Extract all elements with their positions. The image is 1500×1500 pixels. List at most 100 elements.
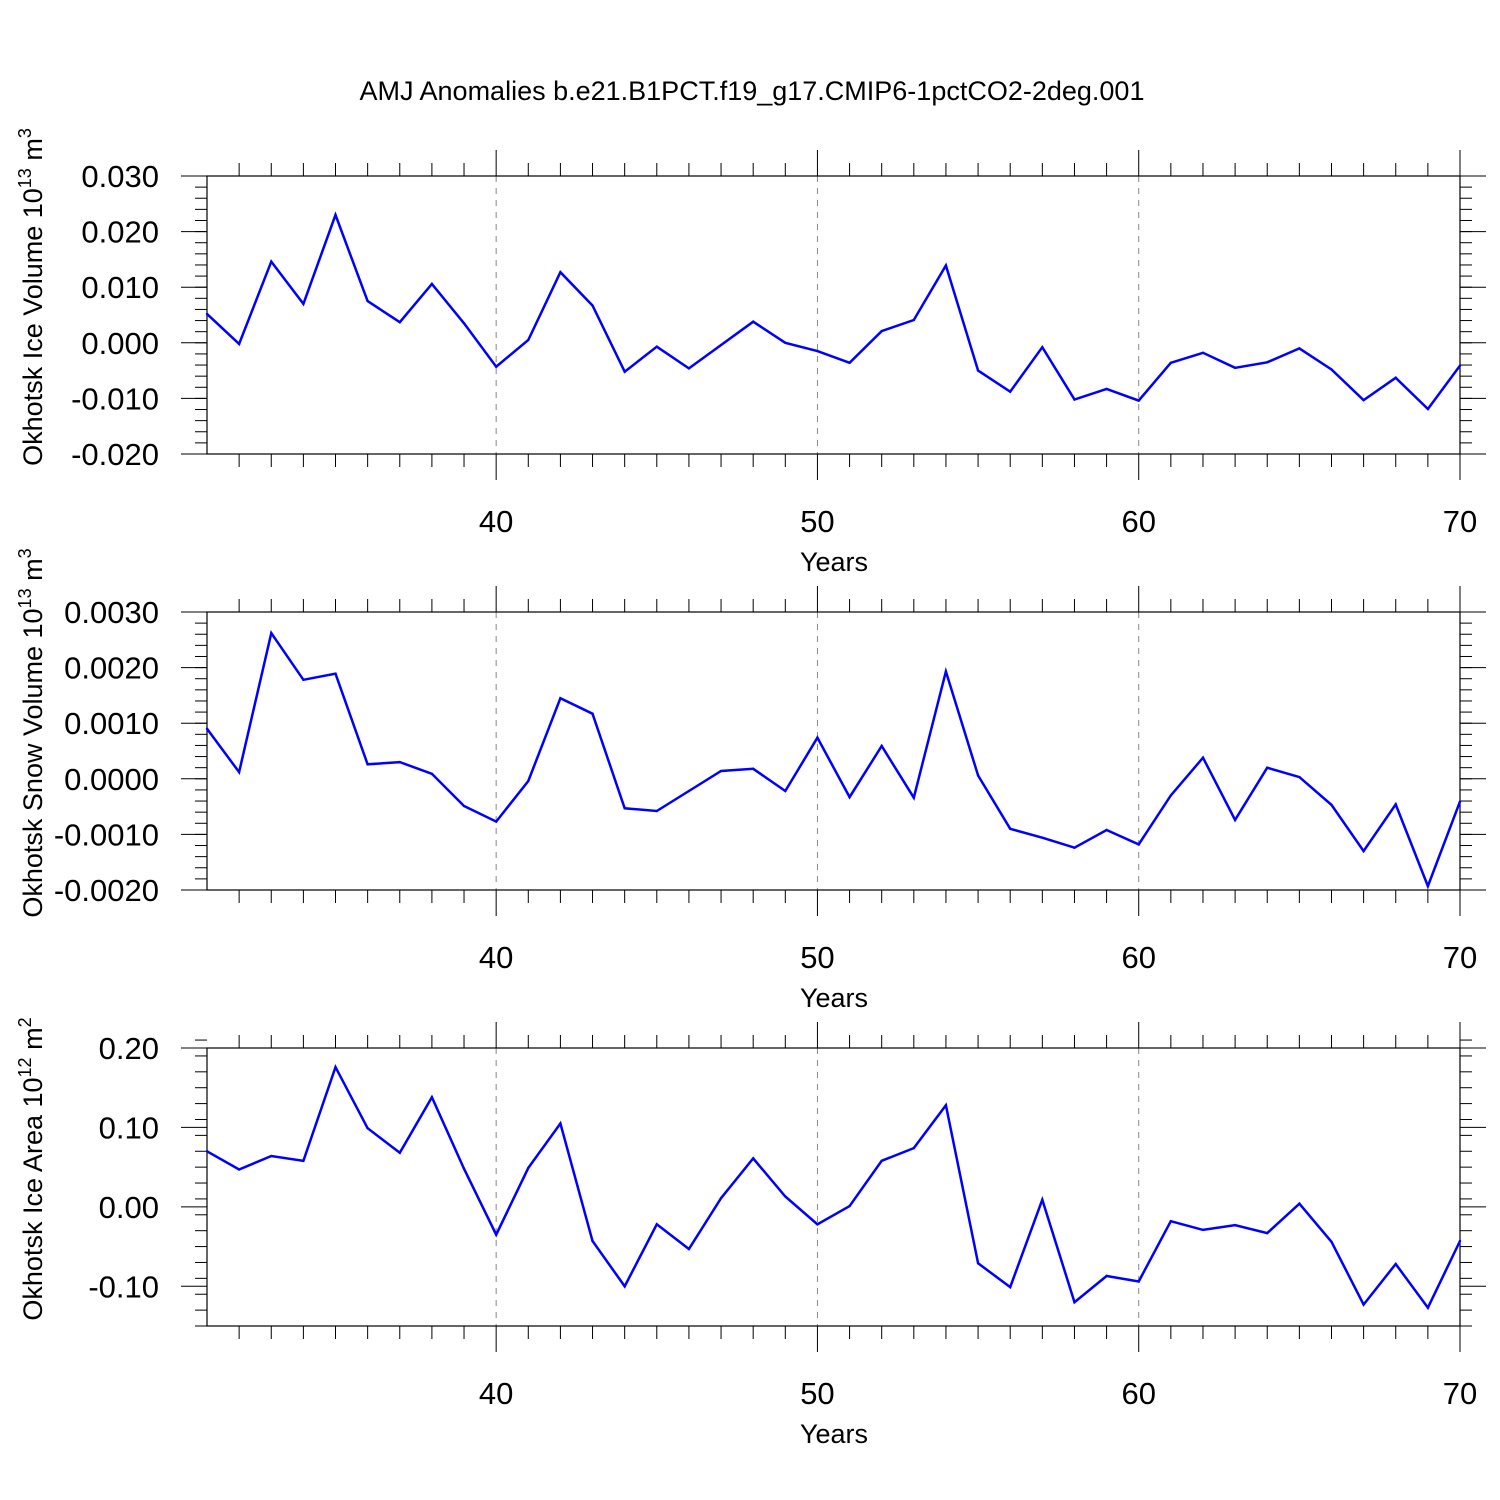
data-point <box>270 631 273 635</box>
data-point <box>1298 775 1301 779</box>
x-tick-label: 70 <box>1443 1376 1477 1411</box>
data-point <box>1169 1219 1173 1223</box>
data-point <box>880 329 883 333</box>
data-point <box>591 1239 594 1243</box>
data-point <box>912 796 916 799</box>
data-point <box>623 1285 626 1288</box>
data-point <box>527 1166 530 1170</box>
data-point <box>366 763 369 766</box>
data-point <box>559 696 562 700</box>
data-point <box>1266 361 1269 364</box>
data-point <box>784 1195 787 1198</box>
data-point <box>1105 828 1108 832</box>
data-point <box>816 736 819 739</box>
x-tick-label: 60 <box>1121 504 1155 539</box>
data-point <box>751 767 755 770</box>
data-point <box>1266 766 1269 769</box>
data-point <box>1394 1262 1397 1266</box>
data-point <box>655 809 658 813</box>
data-point <box>1233 366 1237 370</box>
data-point <box>976 1262 980 1265</box>
data-point <box>751 1157 755 1160</box>
data-point <box>848 361 851 365</box>
panel-3: -0.10 0.00 0.10 0.20 40 50 60 70 Years Okhotsk Ic… <box>15 1017 1486 1449</box>
data-point <box>334 213 337 217</box>
data-point <box>462 804 466 808</box>
data-point <box>430 282 434 286</box>
data-point <box>1201 351 1205 355</box>
x-axis-label: Years <box>800 547 868 577</box>
data-point <box>1105 387 1108 391</box>
data-point <box>591 712 594 715</box>
data-point <box>687 789 691 793</box>
data-point <box>1041 836 1044 839</box>
data-point <box>527 779 530 783</box>
series-line <box>205 630 1462 890</box>
data-point <box>1201 756 1205 759</box>
data-point <box>237 342 241 346</box>
y-tick-label: -0.10 <box>88 1269 159 1304</box>
x-axis-label: Years <box>800 1419 868 1449</box>
data-point <box>880 744 883 748</box>
y-axis-label: Okhotsk Snow Volume 1013 m3 <box>15 548 48 917</box>
data-point <box>912 318 916 322</box>
y-tick-label: 0.030 <box>81 159 159 194</box>
data-point <box>623 807 626 810</box>
data-point <box>462 1167 466 1170</box>
data-point <box>1266 1231 1269 1235</box>
data-point <box>1233 818 1237 822</box>
data-point <box>1169 361 1173 365</box>
data-point <box>1426 1306 1430 1309</box>
data-point <box>623 370 626 373</box>
data-point <box>1394 803 1397 806</box>
data-point <box>1362 849 1365 853</box>
x-tick-label: 40 <box>479 1376 513 1411</box>
data-point <box>687 1247 691 1251</box>
y-tick-label: 0.00 <box>99 1190 159 1225</box>
data-point <box>719 1196 723 1200</box>
data-point <box>1330 1240 1333 1244</box>
data-point <box>398 1151 401 1155</box>
data-point <box>302 678 305 682</box>
data-point <box>494 820 498 823</box>
data-point <box>366 299 369 303</box>
data-point <box>559 270 562 274</box>
x-tick-label: 50 <box>800 504 834 539</box>
x-tick-label: 50 <box>800 940 834 975</box>
y-tick-label: 0.0030 <box>64 595 159 630</box>
data-point <box>1298 1202 1301 1205</box>
data-point <box>944 670 948 673</box>
data-point <box>1169 794 1173 797</box>
y-tick-label: 0.000 <box>81 326 159 361</box>
data-point <box>494 365 498 368</box>
data-point <box>848 1204 851 1208</box>
data-point <box>655 345 658 348</box>
y-axis-label: Okhotsk Ice Volume 1013 m3 <box>15 128 48 466</box>
data-point <box>1394 376 1397 380</box>
plot-frame <box>206 611 1461 891</box>
y-tick-label: 0.0010 <box>64 706 159 741</box>
data-point <box>237 1168 241 1171</box>
data-point <box>1426 407 1430 411</box>
data-point <box>1362 398 1365 402</box>
y-tick-label: 0.010 <box>81 270 159 305</box>
data-point <box>655 1223 658 1226</box>
y-axis-label: Okhotsk Ice Area 1012 m2 <box>15 1017 48 1320</box>
series-line <box>206 211 1462 411</box>
data-point <box>334 1065 337 1069</box>
data-point <box>944 264 948 267</box>
y-tick-label: -0.0010 <box>54 817 159 852</box>
data-point <box>1233 1223 1237 1227</box>
y-tick-label: 0.20 <box>99 1031 159 1066</box>
data-point <box>366 1127 369 1130</box>
data-point <box>1009 827 1012 831</box>
data-point <box>751 320 755 323</box>
data-point <box>430 772 434 775</box>
data-point <box>527 338 530 342</box>
y-tick-label: 0.020 <box>81 215 159 250</box>
panel-1: -0.020 -0.010 0.000 0.010 0.020 0.030 40 50 60 70… <box>15 128 1486 577</box>
data-point <box>1073 1300 1076 1304</box>
data-point <box>237 770 241 774</box>
x-tick-label: 60 <box>1121 940 1155 975</box>
data-point <box>1105 1274 1108 1278</box>
